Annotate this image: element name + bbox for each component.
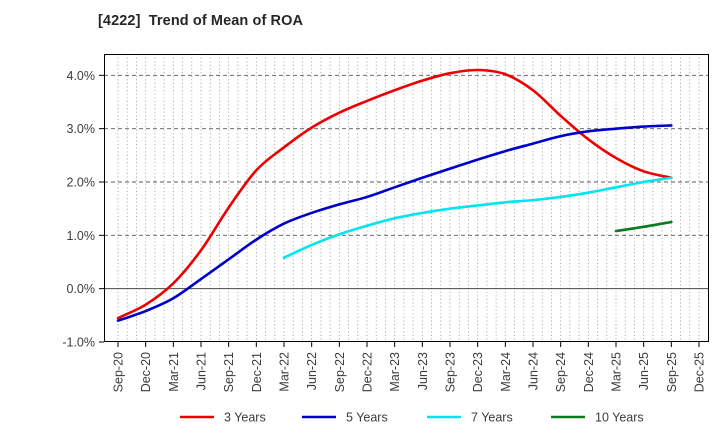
x-tick-label: Mar-23: [388, 352, 402, 392]
x-tick-label: Sep-25: [665, 352, 679, 392]
x-tick-label: Jun-24: [527, 352, 541, 390]
legend-label-7-years: 7 Years: [471, 410, 513, 424]
y-tick-label: 4.0%: [67, 69, 96, 83]
legend-label-5-years: 5 Years: [346, 410, 388, 424]
x-tick-label: Dec-23: [471, 352, 485, 392]
y-tick-label: -1.0%: [62, 336, 95, 350]
series-line-5-years: [116, 124, 673, 322]
x-tick-label: Dec-22: [361, 352, 375, 392]
series-line-7-years: [282, 176, 673, 260]
x-tick-label: Sep-22: [333, 352, 347, 392]
x-tick-label: Mar-21: [167, 352, 181, 392]
grid-minor-vertical: [117, 54, 700, 342]
legend-label-10-years: 10 Years: [595, 410, 644, 424]
x-tick-label: Jun-22: [305, 352, 319, 390]
y-tick-label: 1.0%: [67, 229, 96, 243]
x-tick-label: Sep-21: [222, 352, 236, 392]
plot-area-border: [104, 54, 709, 342]
x-tick-label: Sep-24: [554, 352, 568, 392]
series-lines: [116, 68, 673, 322]
x-tick-label: Dec-24: [582, 352, 596, 392]
page-title: [4222] Trend of Mean of ROA: [98, 13, 304, 29]
x-axis: Sep-20 Dec-20 Mar-21 Jun-21 Sep-21 Dec-21 Mar-…: [112, 342, 707, 392]
series-line-3-years: [116, 68, 673, 320]
x-tick-label: Mar-25: [610, 352, 624, 392]
x-tick-label: Dec-25: [693, 352, 707, 392]
x-tick-label: Jun-23: [416, 352, 430, 390]
y-tick-label: 2.0%: [67, 176, 96, 190]
x-tick-label: Jun-21: [195, 352, 209, 390]
series-line-10-years: [614, 220, 673, 233]
x-tick-label: Sep-20: [112, 352, 126, 392]
x-tick-label: Dec-21: [250, 352, 264, 392]
plot-border: [104, 54, 709, 342]
x-tick-label: Mar-22: [278, 352, 292, 392]
y-tick-label: 0.0%: [67, 282, 96, 296]
y-tick-label: 3.0%: [67, 122, 96, 136]
x-tick-label: Dec-20: [139, 352, 153, 392]
chart-legend: 3 Years 5 Years 7 Years 10 Years: [180, 410, 644, 424]
x-tick-label: Jun-25: [637, 352, 651, 390]
x-tick-label: Mar-24: [499, 352, 513, 392]
y-axis: -1.0% 0.0% 1.0% 2.0% 3.0% 4.0%: [62, 69, 104, 350]
legend-label-3-years: 3 Years: [224, 410, 266, 424]
x-tick-label: Sep-23: [444, 352, 458, 392]
